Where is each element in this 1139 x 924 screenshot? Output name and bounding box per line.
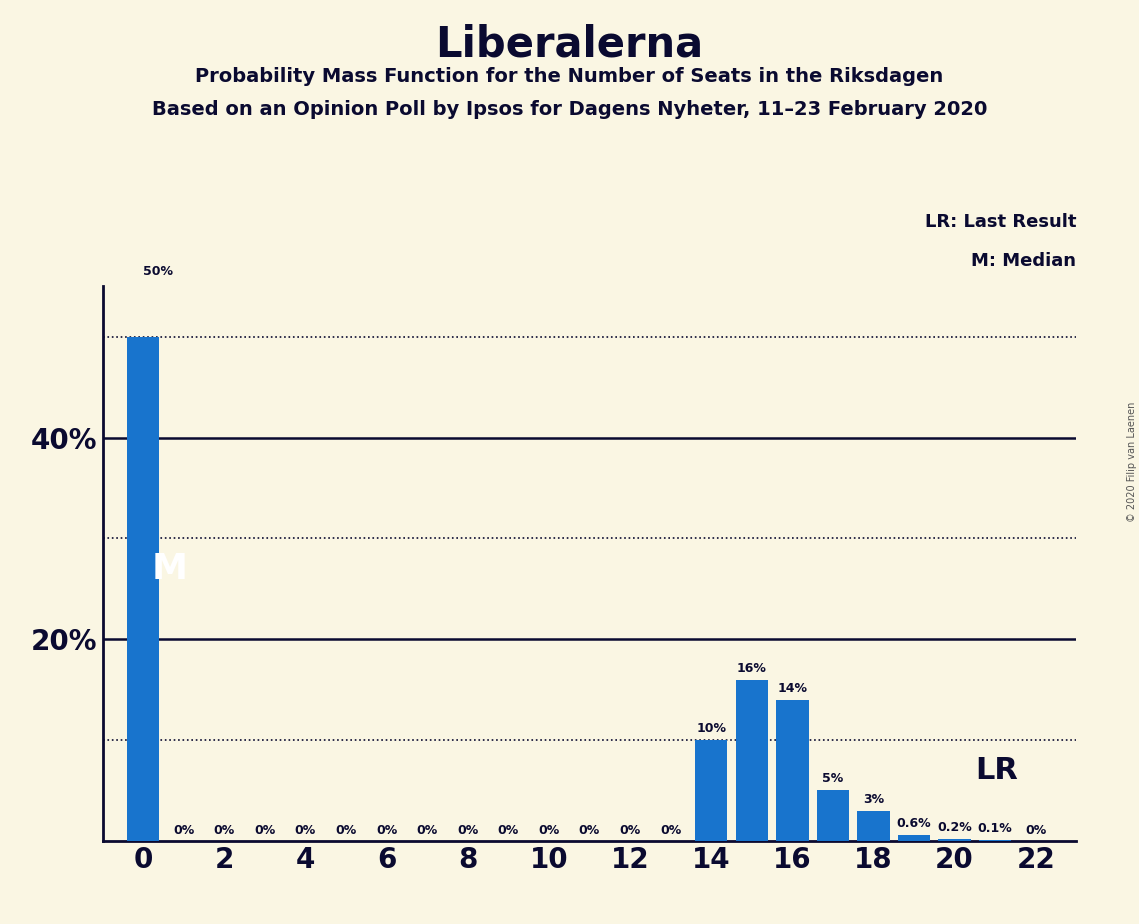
Text: Based on an Opinion Poll by Ipsos for Dagens Nyheter, 11–23 February 2020: Based on an Opinion Poll by Ipsos for Da…	[151, 100, 988, 119]
Text: 0%: 0%	[335, 824, 357, 837]
Text: 0%: 0%	[620, 824, 640, 837]
Text: 0.2%: 0.2%	[937, 821, 972, 833]
Bar	[736, 679, 768, 841]
Text: 0%: 0%	[539, 824, 559, 837]
Text: 0%: 0%	[498, 824, 519, 837]
Text: 0%: 0%	[376, 824, 398, 837]
Text: 3%: 3%	[863, 793, 884, 806]
Text: 0%: 0%	[254, 824, 276, 837]
Text: 50%: 50%	[144, 265, 173, 278]
Text: Liberalerna: Liberalerna	[435, 23, 704, 65]
Text: 0%: 0%	[214, 824, 235, 837]
Text: 0%: 0%	[1025, 824, 1047, 837]
Bar	[939, 839, 970, 841]
Text: LR: LR	[975, 756, 1018, 784]
Text: 0%: 0%	[579, 824, 600, 837]
Text: 16%: 16%	[737, 662, 767, 675]
Text: 0%: 0%	[173, 824, 195, 837]
Text: 14%: 14%	[777, 682, 808, 695]
Text: 0%: 0%	[457, 824, 478, 837]
Bar	[858, 810, 890, 841]
Text: 0%: 0%	[417, 824, 437, 837]
Bar	[695, 740, 728, 841]
Bar	[817, 790, 850, 841]
Bar	[980, 840, 1011, 841]
Text: Probability Mass Function for the Number of Seats in the Riksdagen: Probability Mass Function for the Number…	[196, 67, 943, 86]
Text: 0.6%: 0.6%	[896, 817, 932, 830]
Text: © 2020 Filip van Laenen: © 2020 Filip van Laenen	[1126, 402, 1137, 522]
Text: 5%: 5%	[822, 772, 844, 785]
Text: 0%: 0%	[659, 824, 681, 837]
Bar	[126, 337, 159, 841]
Text: 0.1%: 0.1%	[977, 821, 1013, 834]
Text: 0%: 0%	[295, 824, 316, 837]
Text: LR: Last Result: LR: Last Result	[925, 213, 1076, 231]
Text: 10%: 10%	[696, 722, 727, 735]
Text: M: Median: M: Median	[972, 252, 1076, 270]
Text: M: M	[151, 552, 188, 586]
Bar	[776, 699, 809, 841]
Bar	[898, 834, 931, 841]
